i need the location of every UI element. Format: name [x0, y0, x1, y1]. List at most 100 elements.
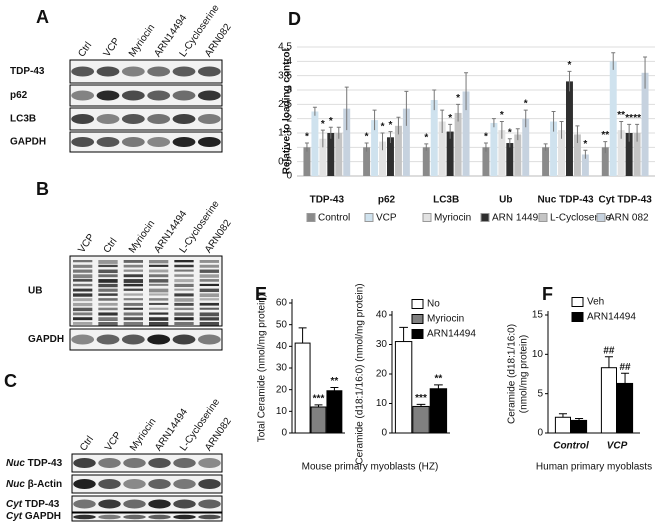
band [174, 293, 194, 297]
significance: ** [617, 110, 625, 121]
error-bar [575, 417, 584, 421]
band [173, 479, 196, 489]
band [149, 293, 169, 296]
y-axis-label: (nmol/mg protein) [519, 335, 530, 413]
band [174, 298, 194, 302]
band [98, 499, 121, 509]
legend-swatch [364, 213, 374, 222]
legend-label: ARN 14494 [492, 213, 544, 224]
error-bar [416, 403, 426, 407]
legend-label: No [427, 299, 440, 310]
legend-swatch [571, 297, 584, 307]
band [98, 322, 118, 326]
bar [311, 111, 319, 176]
bar [600, 367, 618, 434]
band [121, 66, 145, 77]
band [174, 322, 194, 326]
band [73, 302, 93, 307]
error-bar [621, 372, 630, 384]
y-tick-label: 0 [381, 428, 387, 439]
band [123, 499, 146, 509]
band [199, 264, 219, 268]
y-tick-label: 5 [537, 388, 543, 399]
error-bar [399, 326, 408, 342]
lane-label: Ctrl [78, 434, 96, 453]
protein: TDP-43 [25, 499, 60, 510]
y-tick-label: 20 [276, 384, 288, 395]
error-bar [336, 126, 341, 139]
band [71, 66, 95, 77]
bar [379, 141, 386, 176]
compartment: Cyt [6, 499, 25, 510]
panel-label: F [542, 284, 553, 304]
legend-label: Myriocin [434, 213, 471, 224]
legend-swatch [596, 213, 606, 222]
bar [542, 147, 550, 176]
significance: * [305, 132, 309, 143]
bar [326, 390, 343, 434]
x-tick-label: p62 [378, 195, 396, 206]
band [198, 458, 221, 468]
band [98, 479, 121, 489]
error-bar [404, 90, 409, 126]
band [172, 66, 196, 77]
bar [394, 341, 413, 434]
legend-label: Control [318, 213, 350, 224]
y-tick-label: 30 [276, 363, 288, 374]
blot-frame [69, 255, 223, 327]
significance: * [329, 116, 333, 127]
band [98, 317, 118, 322]
compartment: Nuc [6, 479, 28, 490]
band [73, 293, 93, 297]
band [98, 279, 118, 283]
significance: * [381, 122, 385, 133]
lane-label: VCP [103, 430, 124, 453]
significance: * [568, 60, 572, 71]
band [123, 293, 143, 296]
bar [554, 416, 572, 434]
band [149, 298, 169, 301]
significance: * [389, 120, 393, 131]
band [172, 90, 196, 101]
y-axis-label: Total Ceramide (nmol/mg protein) [257, 294, 268, 442]
error-bar [583, 149, 588, 159]
legend-swatch [571, 312, 584, 322]
band [147, 66, 171, 77]
bar [363, 147, 371, 176]
band [96, 114, 120, 124]
x-tick-label: LC3B [433, 195, 459, 206]
significance: * [424, 133, 428, 144]
band [71, 334, 95, 345]
band [123, 264, 143, 268]
band [197, 137, 221, 147]
y-tick-label: 10 [276, 406, 288, 417]
y-tick-label: 3.5 [278, 70, 292, 81]
band [199, 279, 219, 282]
blot-frame [69, 328, 223, 351]
band [123, 307, 143, 310]
band [147, 90, 171, 101]
band [149, 288, 169, 293]
significance: ** [435, 374, 443, 385]
blot-frame [69, 59, 223, 84]
significance: ## [619, 362, 631, 373]
bar [335, 133, 343, 176]
bar [412, 405, 430, 434]
band [73, 283, 93, 287]
bar [625, 133, 633, 176]
error-bar [380, 132, 385, 151]
bar [573, 134, 581, 176]
error-bar [364, 142, 369, 152]
band [173, 458, 196, 468]
band [174, 274, 194, 277]
significance: * [524, 99, 528, 110]
error-bar [312, 106, 317, 116]
band [98, 312, 118, 316]
panel-label: D [288, 9, 301, 29]
bar [462, 91, 470, 176]
band [123, 279, 143, 283]
bar [446, 131, 454, 176]
y-tick-label: 4 [286, 56, 292, 67]
significance: *** [415, 393, 427, 404]
band [123, 322, 143, 326]
